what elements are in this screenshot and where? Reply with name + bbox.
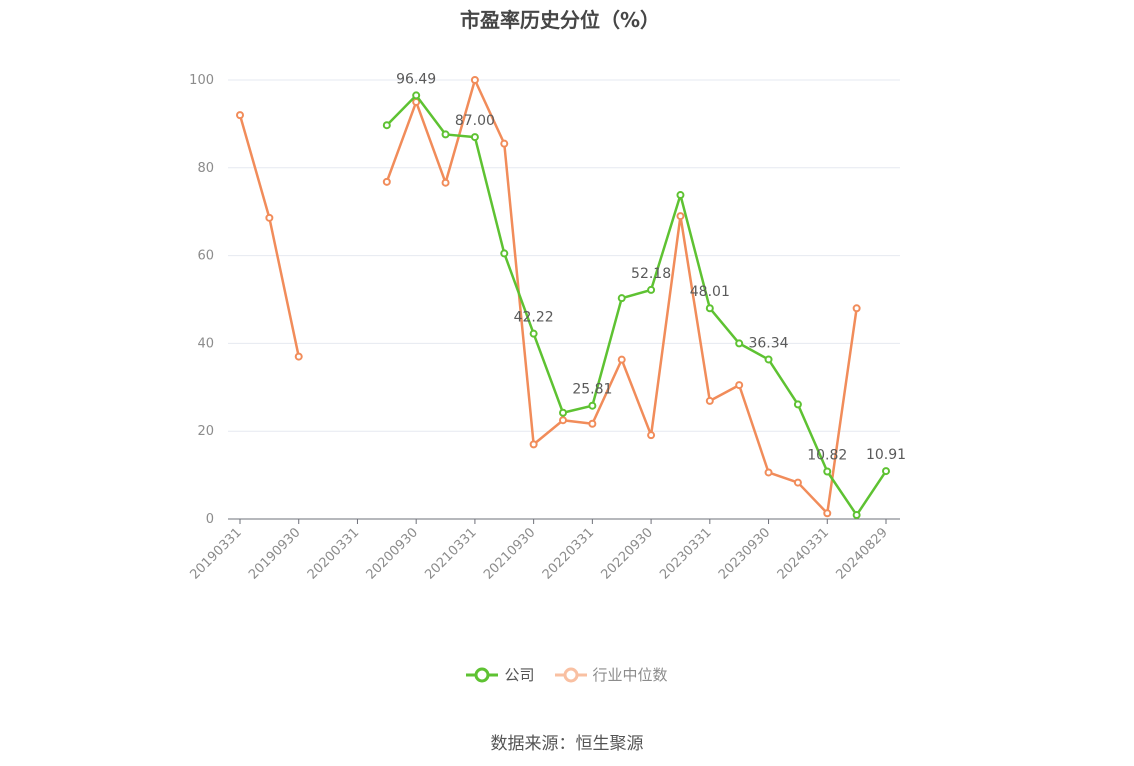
data-point-industry — [793, 478, 802, 487]
data-point-industry — [735, 381, 744, 390]
data-label: 52.18 — [631, 266, 671, 282]
series-line-industry — [238, 114, 300, 357]
data-point-company — [500, 249, 509, 258]
data-point-company — [588, 401, 597, 410]
data-label: 96.49 — [396, 71, 436, 87]
data-label: 10.82 — [807, 448, 847, 464]
data-label: 42.22 — [514, 310, 554, 326]
legend: 公司 行业中位数 — [0, 664, 1134, 685]
x-tick-label: 20220331 — [540, 525, 597, 582]
data-point-company — [823, 467, 832, 476]
data-source: 数据来源：恒生聚源 — [490, 734, 644, 754]
data-label: 48.01 — [690, 284, 730, 300]
data-point-industry — [470, 76, 479, 84]
legend-item-industry[interactable]: 行业中位数 — [554, 664, 668, 685]
data-point-industry — [382, 177, 391, 186]
y-tick-label: 80 — [197, 161, 214, 176]
series-line-company — [385, 94, 888, 517]
legend-label-company: 公司 — [504, 666, 535, 684]
x-tick-label: 20210930 — [481, 525, 538, 582]
data-point-industry — [500, 139, 509, 148]
data-label: 25.81 — [572, 382, 612, 398]
x-tick-label: 20240331 — [775, 525, 832, 582]
x-tick-label: 20230331 — [657, 525, 714, 582]
data-point-company — [382, 121, 391, 130]
legend-company-line-icon — [466, 667, 499, 682]
data-point-company — [647, 285, 656, 294]
data-point-company — [793, 400, 802, 409]
data-point-industry — [647, 431, 656, 440]
data-point-industry — [852, 304, 861, 313]
data-point-industry — [823, 509, 832, 518]
data-point-industry — [764, 468, 773, 477]
data-label: 10.91 — [866, 447, 906, 463]
x-tick-label: 20230930 — [716, 525, 773, 582]
data-point-company — [852, 511, 861, 520]
data-point-company — [559, 408, 567, 417]
data-point-industry — [617, 355, 626, 364]
x-tick-label: 20200331 — [305, 525, 362, 582]
x-tick-label: 20190930 — [246, 525, 303, 582]
data-point-industry — [588, 419, 597, 428]
data-point-industry — [705, 396, 714, 405]
data-point-company — [441, 130, 450, 139]
y-tick-label: 100 — [189, 73, 214, 88]
data-point-industry — [294, 352, 303, 361]
data-point-company — [470, 133, 479, 142]
x-tick-label: 20210331 — [422, 525, 479, 582]
data-label: 87.00 — [455, 113, 495, 129]
data-point-company — [676, 191, 685, 200]
data-point-company — [735, 339, 744, 348]
data-point-company — [529, 329, 538, 338]
data-point-industry — [236, 111, 244, 120]
data-point-company — [764, 355, 773, 364]
chart-title: 市盈率历史分位（%） — [459, 8, 661, 32]
data-point-company — [705, 304, 714, 313]
legend-industry-line-icon — [554, 667, 587, 682]
data-label: 36.34 — [748, 335, 788, 351]
data-point-company — [617, 294, 626, 303]
data-point-industry — [676, 212, 685, 221]
y-tick-label: 60 — [197, 249, 214, 264]
x-tick-label: 20220930 — [599, 525, 656, 582]
data-point-industry — [265, 213, 274, 222]
legend-item-company[interactable]: 公司 — [466, 664, 535, 685]
y-tick-label: 0 — [206, 512, 214, 527]
x-tick-label: 20200930 — [364, 525, 421, 582]
data-point-industry — [529, 440, 538, 449]
data-point-industry — [441, 178, 450, 187]
data-point-company — [882, 467, 890, 476]
data-point-industry — [559, 416, 567, 425]
y-tick-label: 40 — [197, 336, 214, 351]
data-point-company — [412, 91, 421, 100]
x-tick-label: 20190331 — [187, 525, 244, 582]
legend-label-industry: 行业中位数 — [592, 666, 668, 684]
y-tick-label: 20 — [197, 424, 214, 439]
x-tick-label: 20240829 — [833, 525, 890, 582]
